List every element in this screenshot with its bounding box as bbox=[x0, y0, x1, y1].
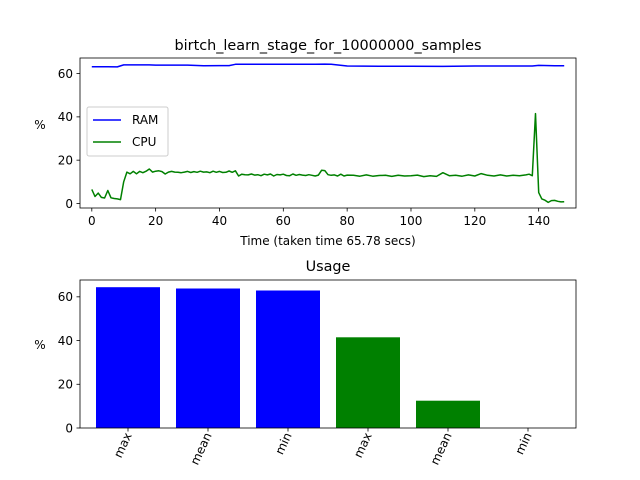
line-chart-ticks: 0 20 40 60 80 100 120 140 0 20 40 60 bbox=[58, 67, 550, 228]
bar-min-2 bbox=[256, 290, 320, 428]
x-tick-label: 40 bbox=[212, 214, 227, 228]
x-tick-label: 120 bbox=[463, 214, 486, 228]
line-chart-frame bbox=[79, 57, 577, 209]
series-line-ram bbox=[91, 63, 565, 68]
bar-mean-4 bbox=[416, 400, 480, 428]
bar-chart-ylabel: % bbox=[34, 338, 45, 352]
y-tick-label: 40 bbox=[58, 110, 73, 124]
legend-cpu-label: CPU bbox=[132, 135, 156, 149]
legend: RAM CPU bbox=[86, 106, 169, 157]
time-series-chart: birtch_learn_stage_for_10000000_samples … bbox=[34, 38, 577, 248]
bar-chart-frame bbox=[79, 279, 577, 429]
x-tick-label: 0 bbox=[88, 214, 96, 228]
line-chart-title: birtch_learn_stage_for_10000000_samples bbox=[175, 38, 482, 54]
bar-chart-title: Usage bbox=[306, 259, 351, 275]
x-tick-label: 60 bbox=[276, 214, 291, 228]
bar-y-tick-label: 20 bbox=[58, 378, 73, 392]
bar-mean-1 bbox=[176, 288, 240, 428]
series-line-cpu bbox=[91, 112, 565, 204]
y-tick-label: 20 bbox=[58, 153, 73, 167]
bar-y-tick-label: 60 bbox=[58, 290, 73, 304]
y-tick-label: 0 bbox=[65, 197, 73, 211]
line-chart-xlabel: Time (taken time 65.78 secs) bbox=[239, 234, 416, 248]
bar-group bbox=[96, 287, 480, 428]
bar-max-3 bbox=[336, 337, 400, 428]
y-tick-label: 60 bbox=[58, 67, 73, 81]
bar-y-tick-label: 0 bbox=[65, 421, 73, 435]
x-tick-label: 80 bbox=[340, 214, 355, 228]
x-tick-label: 20 bbox=[148, 214, 163, 228]
legend-ram-label: RAM bbox=[132, 113, 158, 127]
x-tick-label: 140 bbox=[527, 214, 550, 228]
bar-max-0 bbox=[96, 287, 160, 428]
line-chart-ylabel: % bbox=[34, 118, 45, 132]
x-tick-label: 100 bbox=[400, 214, 423, 228]
bar-y-tick-label: 40 bbox=[58, 334, 73, 348]
line-series-group bbox=[91, 63, 565, 204]
